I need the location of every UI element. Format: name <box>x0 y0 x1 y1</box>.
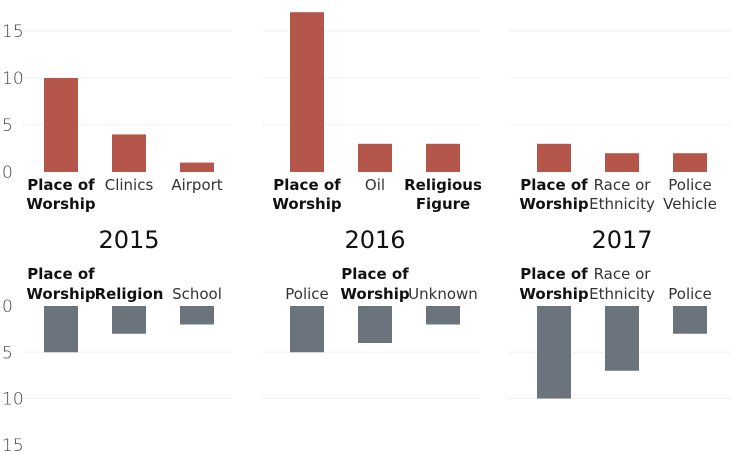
top-category-label: Figure <box>416 195 470 213</box>
top-category-label: Police <box>668 176 712 194</box>
bottom-axis-tick: 10 <box>2 390 24 410</box>
bottom-category-label: Police <box>668 285 712 303</box>
bottom-axis-tick: 5 <box>2 343 13 363</box>
top-category-label: Worship <box>272 195 341 213</box>
bottom-category-label: Worship <box>26 285 95 303</box>
year-label: 2015 <box>98 226 159 254</box>
top-bar <box>605 153 639 172</box>
top-category-label: Clinics <box>105 176 154 194</box>
top-category-label: Airport <box>171 176 222 194</box>
bottom-category-label: Ethnicity <box>589 285 655 303</box>
bottom-category-label: Unknown <box>408 285 478 303</box>
top-category-label: Place of <box>273 176 341 194</box>
bottom-bar <box>180 306 214 325</box>
year-label: 2016 <box>344 226 405 254</box>
bottom-bar <box>537 306 571 399</box>
bottom-category-label: Worship <box>340 285 409 303</box>
top-category-label: Ethnicity <box>589 195 655 213</box>
top-category-label: Religious <box>404 176 482 194</box>
top-bar <box>537 143 571 172</box>
top-category-label: Race or <box>594 176 652 194</box>
top-bar <box>673 153 707 172</box>
top-bar <box>426 143 460 172</box>
bottom-bar <box>44 306 78 353</box>
top-axis-tick: 15 <box>2 22 24 42</box>
bottom-category-label: Place of <box>27 265 95 283</box>
bottom-bar <box>112 306 146 334</box>
bottom-axis-tick: 15 <box>2 436 24 451</box>
top-bar <box>290 12 324 173</box>
top-category-label: Worship <box>519 195 588 213</box>
top-category-label: Oil <box>365 176 385 194</box>
year-label: 2017 <box>591 226 652 254</box>
bottom-bar <box>673 306 707 334</box>
top-axis-tick: 5 <box>2 116 13 136</box>
bottom-bar <box>426 306 460 325</box>
bottom-axis-tick: 0 <box>2 297 13 317</box>
top-category-label: Worship <box>26 195 95 213</box>
bottom-bar <box>605 306 639 371</box>
bottom-category-label: School <box>172 285 222 303</box>
bottom-category-label: Race or <box>594 265 652 283</box>
top-bar <box>358 143 392 172</box>
top-bar <box>112 134 146 172</box>
bottom-bar <box>290 306 324 353</box>
top-bar <box>180 162 214 172</box>
top-axis-tick: 10 <box>2 69 24 89</box>
bottom-category-label: Place of <box>520 265 588 283</box>
top-axis-tick: 0 <box>2 163 13 183</box>
bottom-category-label: Place of <box>341 265 409 283</box>
bottom-bar <box>358 306 392 343</box>
bottom-category-label: Police <box>285 285 329 303</box>
top-bar <box>44 78 78 172</box>
top-category-label: Place of <box>27 176 95 194</box>
top-category-label: Place of <box>520 176 588 194</box>
top-category-label: Vehicle <box>663 195 717 213</box>
bottom-category-label: Worship <box>519 285 588 303</box>
bottom-category-label: Religion <box>95 285 164 303</box>
